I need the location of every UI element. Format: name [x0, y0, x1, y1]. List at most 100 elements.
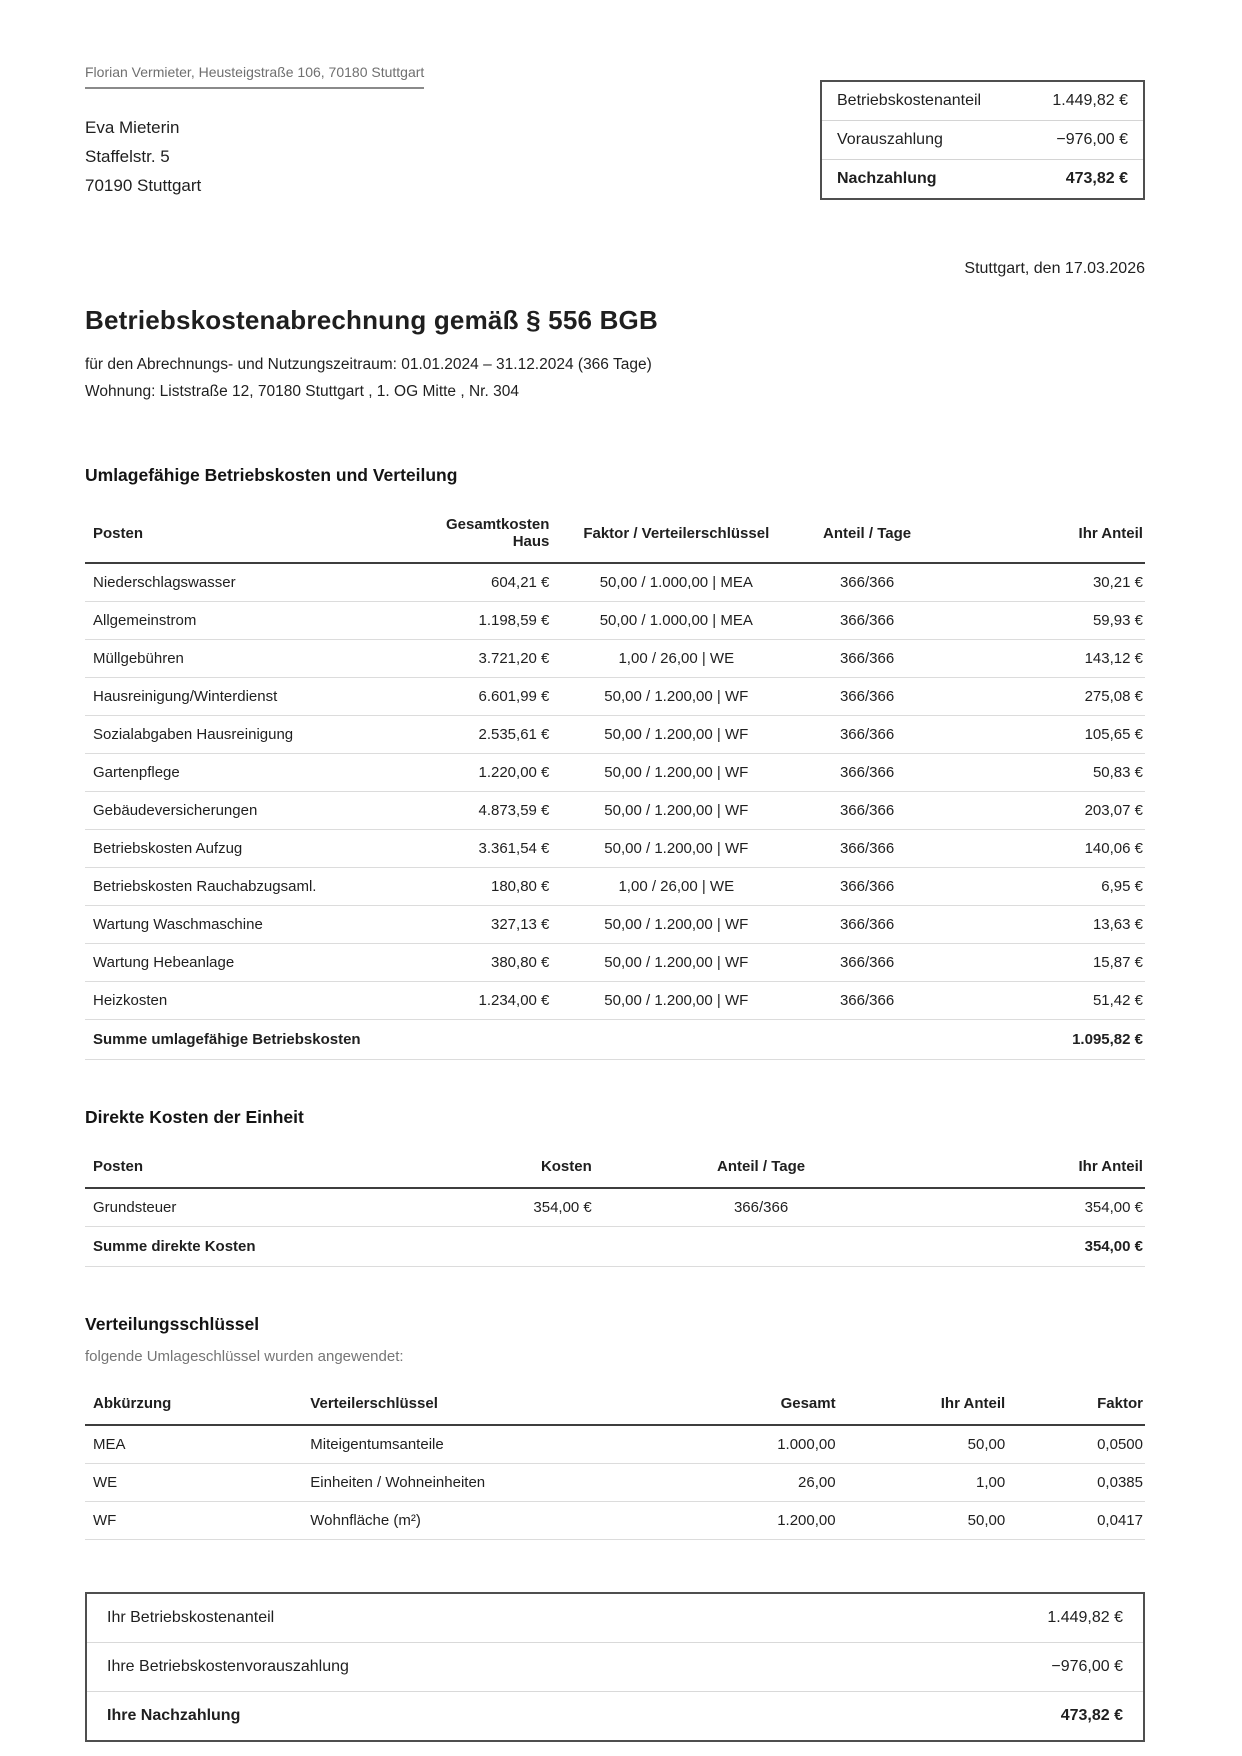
table-row: Heizkosten 1.234,00 € 50,00 / 1.200,00 |… — [85, 982, 1145, 1020]
cell-posten: Müllgebühren — [93, 650, 184, 667]
cell-abkuerzung: WF — [93, 1512, 117, 1529]
cell-gesamt: 1.000,00 — [777, 1436, 836, 1453]
cell-gesamtkosten: 380,80 € — [491, 954, 550, 971]
allocable-costs-total-row: Summe umlagefähige Betriebskosten 1.095,… — [85, 1020, 1145, 1060]
cell-gesamtkosten: 1.198,59 € — [478, 612, 550, 629]
subtitle-period: für den Abrechnungs- und Nutzungszeitrau… — [85, 356, 652, 373]
cell-anteil-tage: 366/366 — [733, 1199, 789, 1216]
allocation-keys-rows: MEA Miteigentumsanteile 1.000,00 50,00 0… — [85, 1426, 1145, 1540]
direct-costs-table: Posten Kosten Anteil / Tage Ihr Anteil G… — [85, 1150, 1145, 1267]
column-header: Ihr Anteil — [1078, 1158, 1143, 1175]
cell-ihr-anteil: 50,00 — [967, 1436, 1006, 1453]
summary-box-label: Betriebskostenanteil — [837, 92, 982, 109]
cell-posten: Hausreinigung/Winterdienst — [93, 688, 278, 705]
summary-box-value: 1.449,82 € — [1052, 92, 1128, 109]
cell-faktor: 50,00 / 1.200,00 | WF — [604, 802, 749, 819]
section-heading-direct-costs: Direkte Kosten der Einheit — [85, 1107, 304, 1127]
table-row: Wartung Waschmaschine 327,13 € 50,00 / 1… — [85, 906, 1145, 944]
direct-costs-rows: Grundsteuer 354,00 € 366/366 354,00 € — [85, 1189, 1145, 1227]
recipient-name: Eva Mieterin — [85, 118, 180, 137]
allocable-costs-rows: Niederschlagswasser 604,21 € 50,00 / 1.0… — [85, 564, 1145, 1020]
cell-ihr-anteil: 15,87 € — [1092, 954, 1143, 971]
cell-ihr-anteil: 59,93 € — [1092, 612, 1143, 629]
cell-ihr-anteil: 140,06 € — [1084, 840, 1143, 857]
cell-verteilerschluessel: Einheiten / Wohneinheiten — [310, 1474, 486, 1491]
cell-gesamtkosten: 1.234,00 € — [478, 992, 550, 1009]
cell-faktor: 1,00 / 26,00 | WE — [618, 878, 735, 895]
cell-ihr-anteil: 1,00 — [975, 1474, 1006, 1491]
cell-gesamtkosten: 3.361,54 € — [478, 840, 550, 857]
cell-verteilerschluessel: Miteigentumsanteile — [310, 1436, 444, 1453]
cell-posten: Niederschlagswasser — [93, 574, 236, 591]
cell-ihr-anteil: 354,00 € — [1084, 1199, 1143, 1216]
cell-faktor: 50,00 / 1.200,00 | WF — [604, 954, 749, 971]
page-title: Betriebskostenabrechnung gemäß § 556 BGB — [85, 305, 658, 335]
cell-anteil-tage: 366/366 — [839, 802, 895, 819]
table-row: Betriebskosten Rauchabzugsaml. 180,80 € … — [85, 868, 1145, 906]
result-box-row: Ihre Nachzahlung 473,82 € — [87, 1692, 1143, 1740]
result-box-row: Ihr Betriebskostenanteil 1.449,82 € — [87, 1594, 1143, 1643]
cell-gesamtkosten: 6.601,99 € — [478, 688, 550, 705]
cell-ihr-anteil: 203,07 € — [1084, 802, 1143, 819]
cell-faktor: 0,0500 — [1097, 1436, 1143, 1453]
cell-anteil-tage: 366/366 — [839, 954, 895, 971]
cell-anteil-tage: 366/366 — [839, 726, 895, 743]
cell-faktor: 0,0385 — [1097, 1474, 1143, 1491]
column-header: Gesamt — [780, 1395, 836, 1412]
table-row: Gebäudeversicherungen 4.873,59 € 50,00 /… — [85, 792, 1145, 830]
table-row: Müllgebühren 3.721,20 € 1,00 / 26,00 | W… — [85, 640, 1145, 678]
cell-faktor: 0,0417 — [1097, 1512, 1143, 1529]
result-box-label: Ihre Betriebskostenvorauszahlung — [107, 1658, 349, 1675]
sender-line: Florian Vermieter, Heusteigstraße 106, 7… — [85, 64, 425, 89]
cell-anteil-tage: 366/366 — [839, 650, 895, 667]
total-value: 1.095,82 € — [1072, 1031, 1143, 1048]
result-box-value: 473,82 € — [1060, 1707, 1123, 1724]
column-header: Faktor — [1097, 1395, 1143, 1412]
cell-gesamtkosten: 1.220,00 € — [478, 764, 550, 781]
cell-anteil-tage: 366/366 — [839, 612, 895, 629]
summary-box-value: −976,00 € — [1056, 131, 1128, 148]
cell-posten: Betriebskosten Aufzug — [93, 840, 243, 857]
column-header: Gesamtkosten Haus — [446, 516, 550, 550]
cell-anteil-tage: 366/366 — [839, 840, 895, 857]
summary-box-row: Betriebskostenanteil 1.449,82 € — [822, 82, 1143, 121]
table-row: Allgemeinstrom 1.198,59 € 50,00 / 1.000,… — [85, 602, 1145, 640]
cell-ihr-anteil: 50,83 € — [1092, 764, 1143, 781]
cell-faktor: 50,00 / 1.200,00 | WF — [604, 726, 749, 743]
total-label: Summe direkte Kosten — [93, 1238, 256, 1255]
cell-abkuerzung: MEA — [93, 1436, 126, 1453]
cell-gesamtkosten: 327,13 € — [491, 916, 550, 933]
column-header: Anteil / Tage — [823, 524, 912, 542]
allocation-keys-header-row: Abkürzung Verteilerschlüssel Gesamt Ihr … — [85, 1387, 1145, 1426]
cell-posten: Betriebskosten Rauchabzugsaml. — [93, 878, 317, 895]
cell-faktor: 50,00 / 1.200,00 | WF — [604, 916, 749, 933]
cell-ihr-anteil: 50,00 — [967, 1512, 1006, 1529]
cell-ihr-anteil: 13,63 € — [1092, 916, 1143, 933]
table-row: MEA Miteigentumsanteile 1.000,00 50,00 0… — [85, 1426, 1145, 1464]
cell-gesamtkosten: 2.535,61 € — [478, 726, 550, 743]
cell-anteil-tage: 366/366 — [839, 574, 895, 591]
table-row: Niederschlagswasser 604,21 € 50,00 / 1.0… — [85, 564, 1145, 602]
result-box-row: Ihre Betriebskostenvorauszahlung −976,00… — [87, 1643, 1143, 1692]
recipient-address: Eva Mieterin Staffelstr. 5 70190 Stuttga… — [85, 113, 1145, 200]
allocable-costs-header-row: Posten Gesamtkosten Haus Faktor / Vertei… — [85, 508, 1145, 564]
cell-faktor: 50,00 / 1.200,00 | WF — [604, 688, 749, 705]
table-row: Gartenpflege 1.220,00 € 50,00 / 1.200,00… — [85, 754, 1145, 792]
cell-verteilerschluessel: Wohnfläche (m²) — [310, 1512, 421, 1529]
date-line: Stuttgart, den 17.03.2026 — [964, 260, 1145, 277]
result-box-label: Ihre Nachzahlung — [107, 1707, 241, 1724]
column-header: Anteil / Tage — [717, 1158, 806, 1175]
result-box-label: Ihr Betriebskostenanteil — [107, 1609, 275, 1626]
table-row: Betriebskosten Aufzug 3.361,54 € 50,00 /… — [85, 830, 1145, 868]
allocable-costs-table: Posten Gesamtkosten Haus Faktor / Vertei… — [85, 508, 1145, 1060]
table-row: WE Einheiten / Wohneinheiten 26,00 1,00 … — [85, 1464, 1145, 1502]
column-header: Ihr Anteil — [940, 1395, 1006, 1412]
cell-posten: Wartung Hebeanlage — [93, 954, 235, 971]
cell-ihr-anteil: 105,65 € — [1084, 726, 1143, 743]
cell-anteil-tage: 366/366 — [839, 878, 895, 895]
summary-box-value: 473,82 € — [1065, 170, 1128, 187]
recipient-street: Staffelstr. 5 — [85, 147, 170, 166]
result-box-value: −976,00 € — [1051, 1658, 1123, 1675]
cell-posten: Allgemeinstrom — [93, 612, 197, 629]
column-header: Ihr Anteil — [1078, 524, 1143, 542]
